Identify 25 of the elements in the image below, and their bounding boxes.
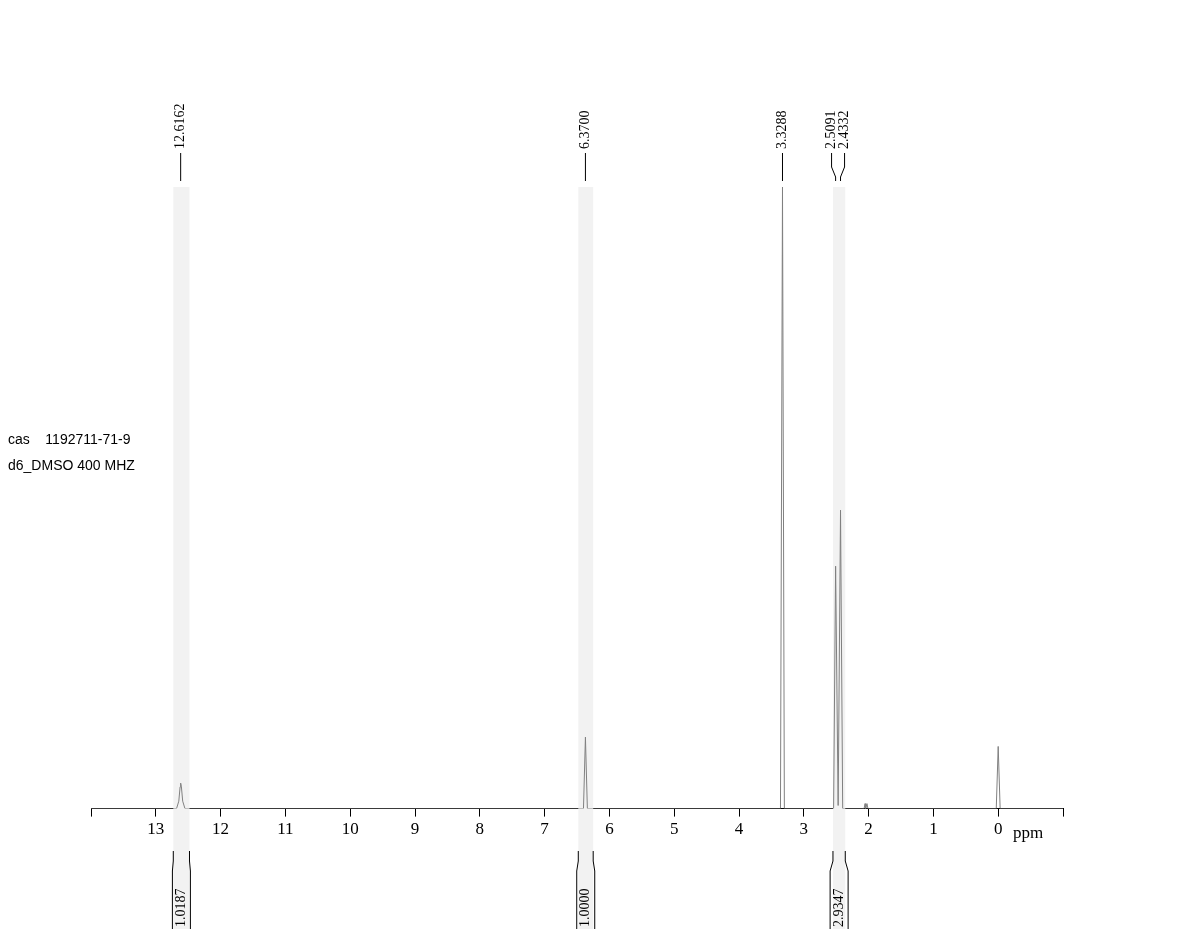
x-tick-label: 0 xyxy=(993,819,1003,839)
x2-tick-label: 6.3700 xyxy=(577,110,593,149)
annotation: d6_DMSO 400 MHZ xyxy=(8,456,136,473)
x-tick-label: 11 xyxy=(277,819,294,839)
x-tick-label: 9 xyxy=(410,819,420,839)
annotation: cas 1192711-71-9 xyxy=(8,430,131,447)
x-tick-label: 7 xyxy=(540,819,550,839)
x-tick-label: 8 xyxy=(475,819,485,839)
x-axis-title: ppm xyxy=(1013,823,1044,843)
band-label: 2.9347 xyxy=(830,888,846,927)
x2-tick-label: 2.4332 xyxy=(836,110,852,149)
x2-tick-label: 12.6162 xyxy=(172,103,188,149)
x-tick-label: 2 xyxy=(864,819,873,839)
x-tick-label: 3 xyxy=(799,819,809,839)
band-label: 1.0187 xyxy=(173,888,189,927)
x2-tick-label: 3.3288 xyxy=(774,110,790,149)
x-tick-label: 5 xyxy=(669,819,679,839)
x-tick-label: 13 xyxy=(147,819,165,839)
x-tick-label: 6 xyxy=(605,819,614,839)
x-tick-label: 1 xyxy=(929,819,938,839)
x-tick-label: 10 xyxy=(341,819,359,839)
x2-tick-label: 2.5091 xyxy=(823,110,839,149)
band-label: 1.0000 xyxy=(577,888,593,927)
x-tick-label: 12 xyxy=(212,819,230,839)
x-tick-label: 4 xyxy=(734,819,744,839)
